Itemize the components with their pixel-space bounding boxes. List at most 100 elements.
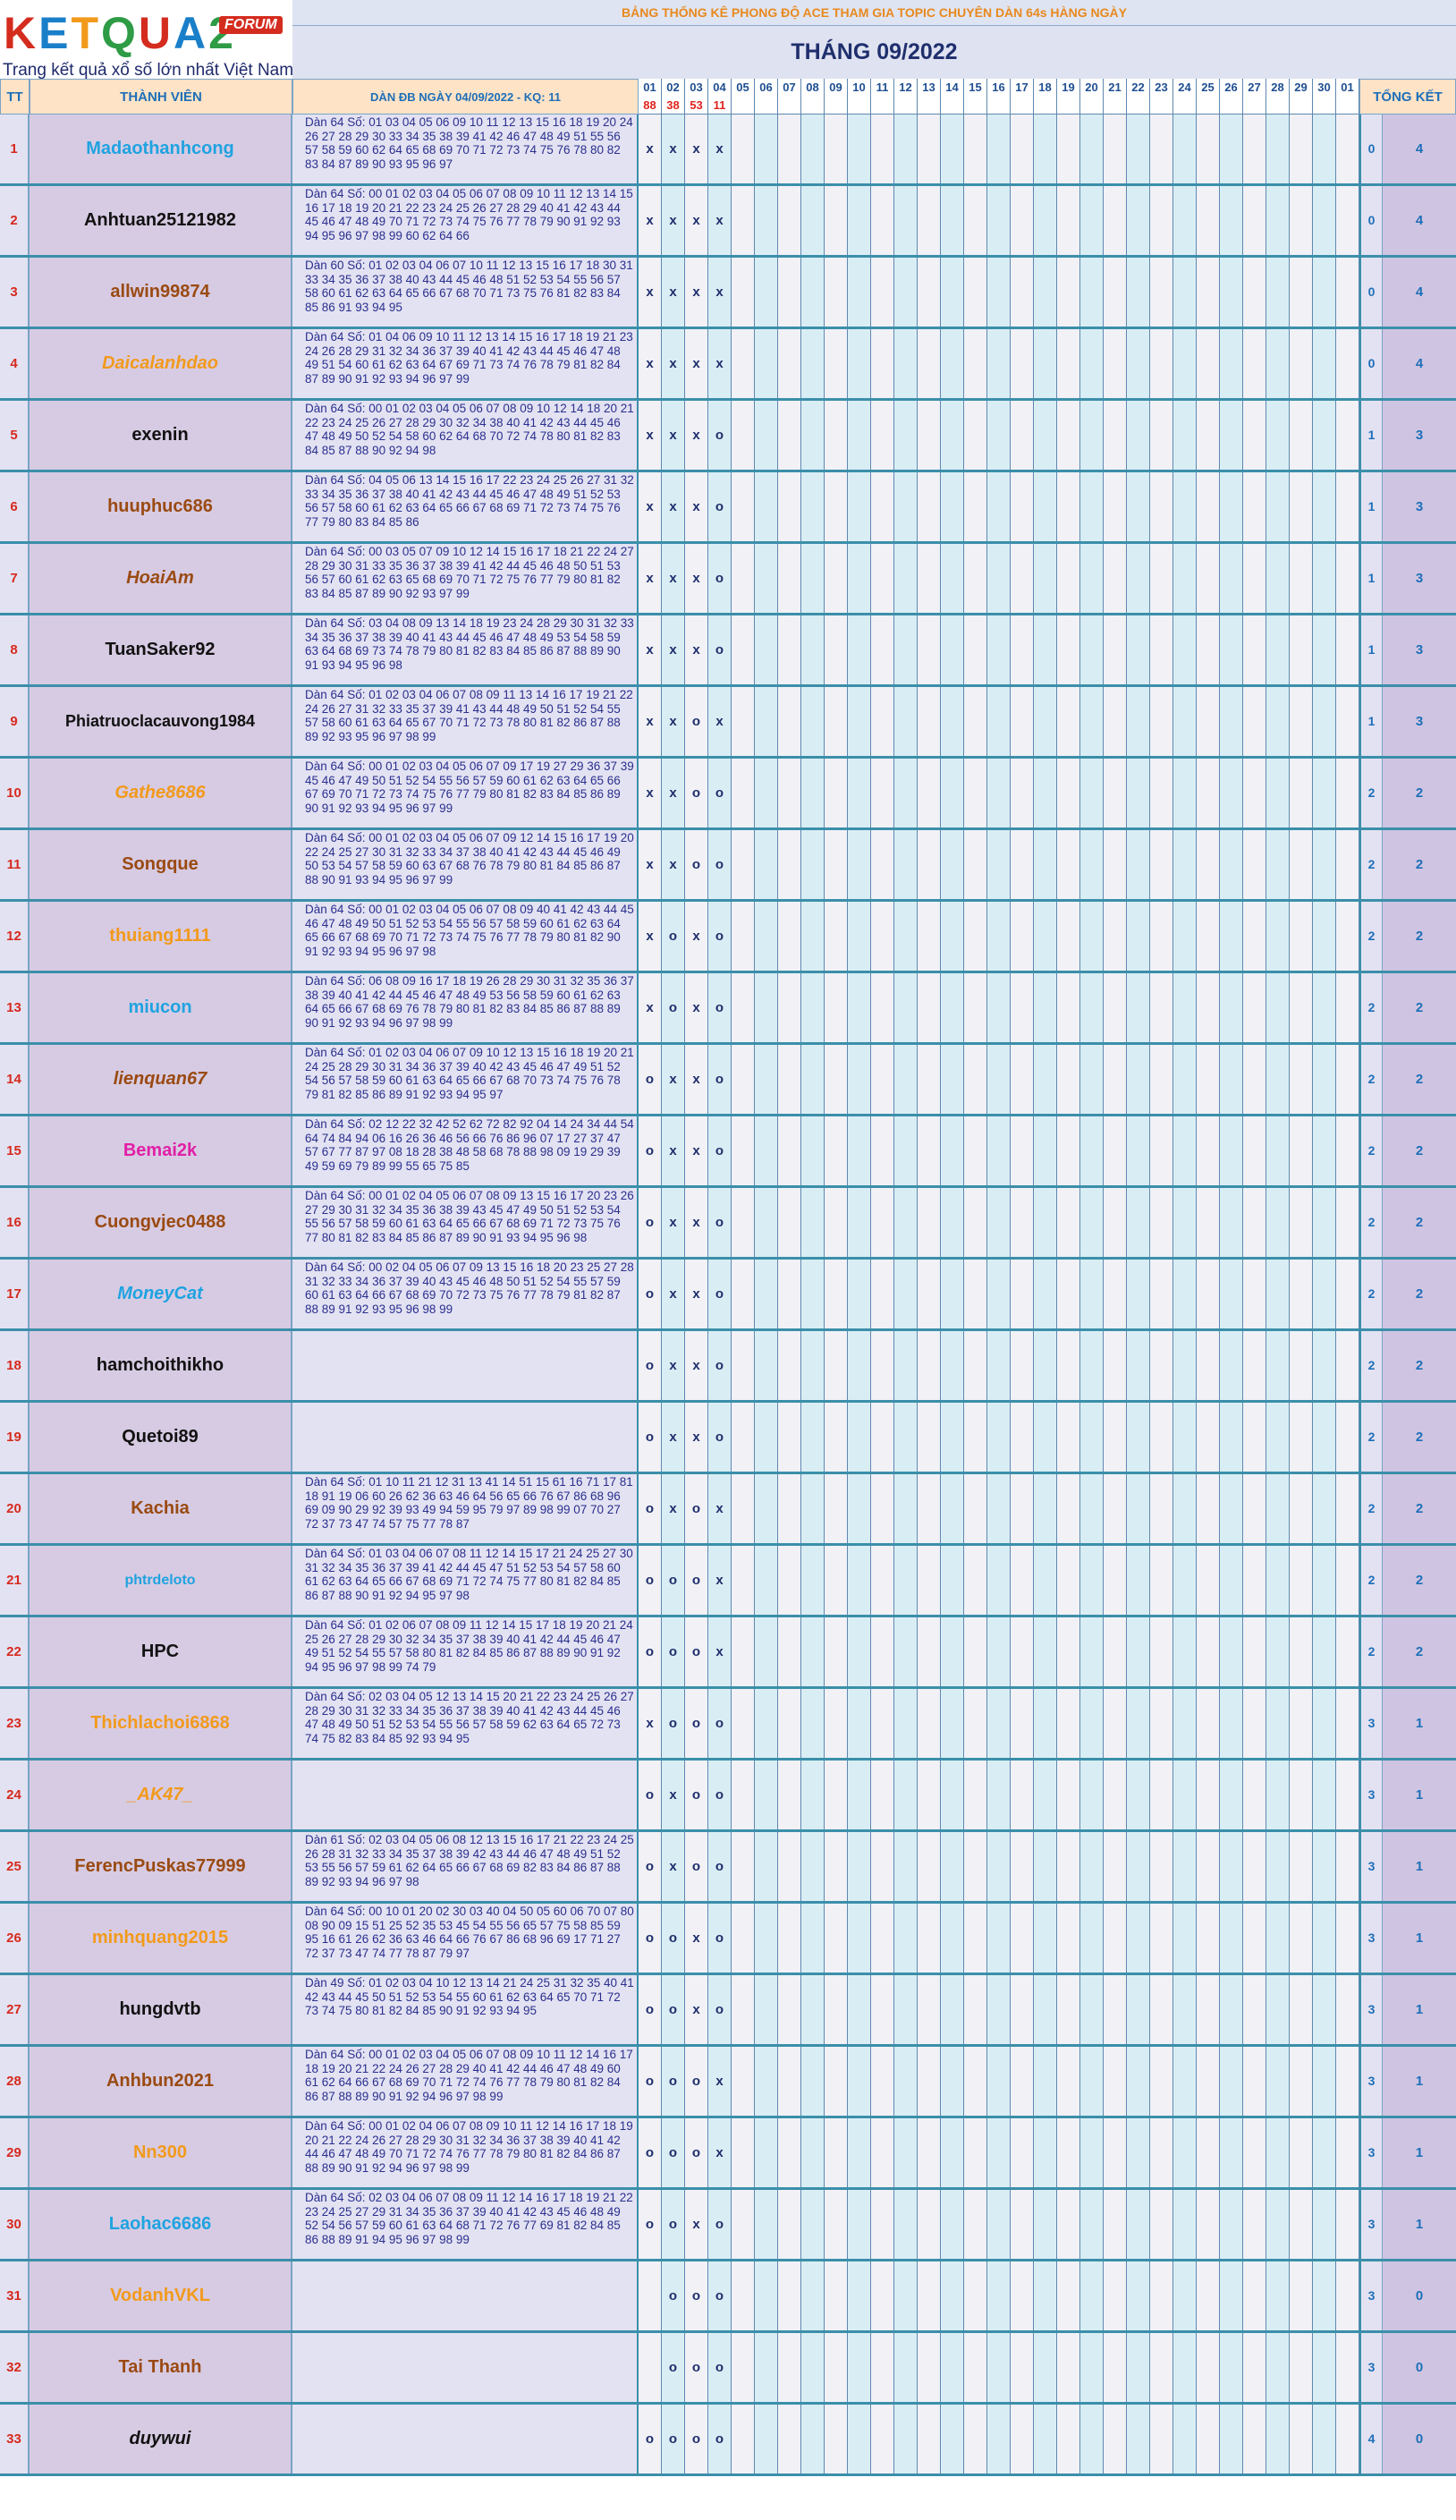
day-cell [987,1689,1011,1758]
day-cell [1150,115,1173,183]
day-cell [1057,973,1080,1042]
day-cell [848,1474,871,1543]
member-name[interactable]: Nn300 [30,2118,292,2187]
member-name[interactable]: Tai Thanh [30,2333,292,2402]
member-name[interactable]: Kachia [30,1474,292,1543]
member-name[interactable]: _AK47_ [30,1761,292,1829]
day-cell [848,329,871,398]
member-name[interactable]: Gathe8686 [30,759,292,827]
dan-numbers: Dàn 64 Số: 01 02 06 07 08 09 11 12 14 15… [292,1617,639,1686]
table-row: 1 Madaothanhcong Dàn 64 Số: 01 03 04 05 06… [0,115,1456,186]
member-name[interactable]: Daicalanhdao [30,329,292,398]
member-name[interactable]: hamchoithikho [30,1331,292,1400]
day-cell [1290,2118,1313,2187]
day-cell: o [708,830,732,899]
member-name[interactable]: MoneyCat [30,1260,292,1328]
dan-numbers [292,2261,639,2330]
day-cell [1011,2118,1034,2187]
row-number: 8 [0,615,30,684]
day-cell [941,1116,964,1185]
day-header: 17 [1011,79,1034,97]
day-cell [1173,1331,1197,1400]
member-name[interactable]: HPC [30,1617,292,1686]
member-name[interactable]: Anhbun2021 [30,2047,292,2116]
member-name[interactable]: TuanSaker92 [30,615,292,684]
day-cell [894,902,918,971]
member-name[interactable]: Quetoi89 [30,1403,292,1472]
day-cell [801,1975,825,2044]
member-name[interactable]: allwin99874 [30,258,292,327]
day-cell: x [685,1904,708,1973]
member-name[interactable]: Phiatruoclacauvong1984 [30,687,292,756]
day-result [1220,97,1243,115]
member-name[interactable]: hungdvtb [30,1975,292,2044]
member-name[interactable]: exenin [30,401,292,470]
member-name[interactable]: minhquang2015 [30,1904,292,1973]
day-cell [778,1904,801,1973]
member-name[interactable]: phtrdeloto [30,1546,292,1615]
day-cell [1080,1546,1104,1615]
member-name[interactable]: VodanhVKL [30,2261,292,2330]
member-name[interactable]: Thichlachoi6868 [30,1689,292,1758]
day-cell [1336,1188,1359,1257]
member-name[interactable]: Laohac6686 [30,2190,292,2259]
day-cell [1220,2047,1243,2116]
day-cell [732,1975,755,2044]
member-name[interactable]: duywui [30,2405,292,2473]
day-cell: x [662,544,685,613]
win-count: 2 [1359,973,1382,1042]
day-cell [1313,1689,1336,1758]
day-cell [848,1546,871,1615]
day-cell [1290,759,1313,827]
day-cell [778,1403,801,1472]
member-name[interactable]: FerencPuskas77999 [30,1832,292,1901]
member-name[interactable]: miucon [30,973,292,1042]
day-cell [778,1474,801,1543]
day-cell [918,1832,941,1901]
day-cell [801,759,825,827]
day-cell [918,2118,941,2187]
member-name[interactable]: Songque [30,830,292,899]
day-cell [918,759,941,827]
day-cell [1220,902,1243,971]
member-name[interactable]: HoaiAm [30,544,292,613]
member-name[interactable]: Bemai2k [30,1116,292,1185]
day-cell [1313,2190,1336,2259]
day-cell [1173,1546,1197,1615]
day-cell [755,759,778,827]
loss-count: 0 [1382,2333,1456,2402]
day-cell [778,1260,801,1328]
member-name[interactable]: thuiang1111 [30,902,292,971]
day-cell [848,258,871,327]
day-cell [1220,472,1243,541]
day-cell [964,1403,987,1472]
day-cell [871,472,894,541]
member-name[interactable]: Madaothanhcong [30,115,292,183]
member-name[interactable]: lienquan67 [30,1045,292,1114]
member-name[interactable]: Anhtuan25121982 [30,186,292,255]
ketqua2-logo[interactable]: KETQUA2 FORUM Trang kết quả xổ số lớn nh… [0,0,293,80]
day-cell [1127,1546,1150,1615]
day-cell [1011,258,1034,327]
day-cell [1173,687,1197,756]
day-cell [1034,186,1057,255]
day-cell [871,329,894,398]
day-cell [1266,258,1290,327]
day-cell: o [708,2405,732,2473]
day-cell [755,2047,778,2116]
day-cell [778,2333,801,2402]
day-cell: x [685,1045,708,1114]
member-name[interactable]: huuphuc686 [30,472,292,541]
day-cell: o [685,2261,708,2330]
day-cell [1220,329,1243,398]
day-cell [894,1975,918,2044]
day-cell [941,1689,964,1758]
member-name[interactable]: Cuongvjec0488 [30,1188,292,1257]
day-cell [941,2047,964,2116]
win-count: 3 [1359,1761,1382,1829]
day-cell: o [708,2261,732,2330]
day-cell [1011,1403,1034,1472]
loss-count: 1 [1382,2118,1456,2187]
day-cell [1080,1832,1104,1901]
day-cell [732,2118,755,2187]
